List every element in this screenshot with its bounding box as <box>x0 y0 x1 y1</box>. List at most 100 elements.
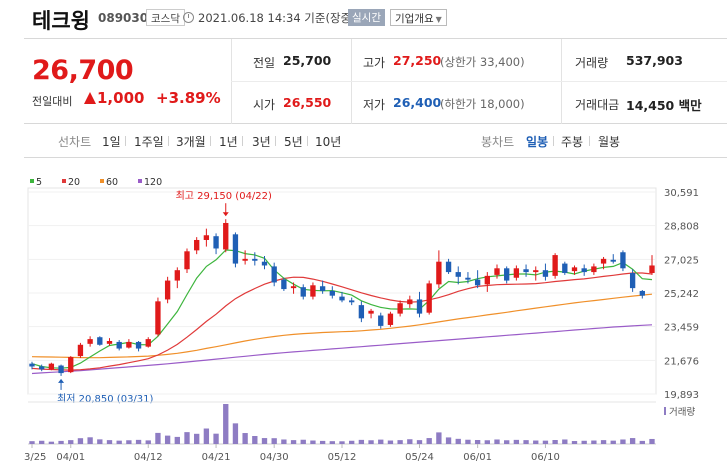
separator <box>168 136 169 146</box>
candle-body <box>591 266 597 273</box>
candle-body <box>416 299 423 314</box>
candlestick-chart[interactable]: 30,591 28,808 27,025 25,242 23,459 21,676 19,8… <box>18 172 727 471</box>
candle-body <box>436 261 442 285</box>
volume-bar <box>261 438 268 444</box>
volume-legend-label: 거래량 <box>669 406 695 418</box>
candle-body <box>232 234 239 264</box>
volume-bar <box>455 438 461 444</box>
volume-bar <box>484 440 490 444</box>
volume-bar <box>416 440 423 444</box>
candle-body <box>368 310 374 314</box>
volume-bar <box>116 440 122 444</box>
volume-bar <box>474 440 481 444</box>
volume-bar <box>223 404 229 444</box>
candle-body <box>639 290 645 296</box>
candle-body <box>194 239 200 251</box>
y-tick-label: 27,025 <box>664 255 699 266</box>
high-annotation: 최고 29,150 (04/22) <box>176 190 272 202</box>
candle-body <box>155 301 161 335</box>
volume-bar <box>164 435 171 444</box>
volume-legend-swatch <box>664 407 666 415</box>
candle-daily[interactable]: 일봉 <box>526 135 549 149</box>
candle-body <box>145 339 151 347</box>
volume-bar <box>145 440 151 444</box>
candle-body <box>106 340 113 344</box>
stock-name: 테크윙 <box>32 9 90 33</box>
ma20-line <box>31 272 653 371</box>
up-triangle-icon <box>84 92 96 104</box>
volume-bar <box>387 440 394 444</box>
volume-bar <box>213 433 219 444</box>
divider <box>231 81 727 82</box>
volume-bar <box>48 441 55 444</box>
change-label: 전일대비 <box>32 95 73 108</box>
change-percent: +3.89% <box>156 89 221 107</box>
candle-weekly[interactable]: 주봉 <box>561 135 584 149</box>
volume-bar <box>77 438 84 444</box>
volume-bar <box>426 438 432 444</box>
period-1w[interactable]: 1주일 <box>134 135 164 149</box>
separator <box>589 136 590 146</box>
period-5y[interactable]: 5년 <box>284 135 303 149</box>
candle-body <box>310 285 316 297</box>
period-10y[interactable]: 10년 <box>315 135 342 149</box>
x-tick-label: 04/12 <box>134 452 163 463</box>
candle-body <box>533 270 539 273</box>
candle-body <box>300 287 306 297</box>
period-3y[interactable]: 3년 <box>252 135 271 149</box>
candle-chart-title: 봉차트 <box>481 135 515 149</box>
separator <box>125 136 126 146</box>
volume-bar <box>329 441 335 444</box>
open-value: 26,550 <box>283 95 332 110</box>
separator <box>275 136 276 146</box>
candle-body <box>184 251 190 270</box>
y-tick-label: 19,893 <box>664 390 699 401</box>
candle-body <box>571 267 578 272</box>
candle-body <box>39 366 45 370</box>
volume-bar <box>407 439 413 444</box>
y-tick-label: 23,459 <box>664 323 699 334</box>
candle-body <box>126 341 132 348</box>
candle-body <box>223 222 229 250</box>
legend-label: 60 <box>106 177 118 188</box>
volume-bar <box>571 441 578 444</box>
volume-bar <box>542 440 549 444</box>
candle-body <box>135 341 142 349</box>
period-1d[interactable]: 1일 <box>102 135 121 149</box>
period-1y[interactable]: 1년 <box>219 135 238 149</box>
trade-amount-label: 거래대금 <box>575 98 620 112</box>
candle-body <box>87 339 93 344</box>
market-badge: 코스닥 <box>146 9 185 26</box>
candle-body <box>77 344 84 357</box>
candle-body <box>629 273 636 289</box>
volume-bar <box>397 440 403 444</box>
volume-bar <box>281 439 287 444</box>
volume-bar <box>610 440 616 444</box>
low-arrow-head <box>58 378 65 383</box>
volume-bar <box>319 440 326 444</box>
legend-swatch <box>30 179 34 183</box>
volume-bar <box>310 440 316 444</box>
volume-bar <box>39 440 45 444</box>
volume-bar <box>339 441 345 444</box>
live-badge[interactable]: 실시간 <box>348 9 385 26</box>
upper-limit: (상한가 33,400) <box>440 55 525 69</box>
volume-bar <box>97 439 103 444</box>
volume-bar <box>87 437 93 444</box>
legend-label: 20 <box>68 177 80 188</box>
candle-body <box>552 255 558 276</box>
chevron-down-icon: ▼ <box>435 15 442 24</box>
candle-body <box>319 286 326 291</box>
ma5-line <box>31 249 653 369</box>
volume-bar <box>368 440 374 444</box>
company-overview-button[interactable]: 기업개요 ▼ <box>390 9 447 26</box>
candle-body <box>358 305 365 319</box>
candle-body <box>562 263 568 274</box>
separator <box>307 136 308 146</box>
volume-value: 537,903 <box>626 53 683 68</box>
candle-monthly[interactable]: 월봉 <box>598 135 621 149</box>
volume-bar <box>252 436 258 444</box>
ma60-line <box>31 293 653 359</box>
candle-body <box>48 363 55 370</box>
period-3m[interactable]: 3개월 <box>176 135 206 149</box>
